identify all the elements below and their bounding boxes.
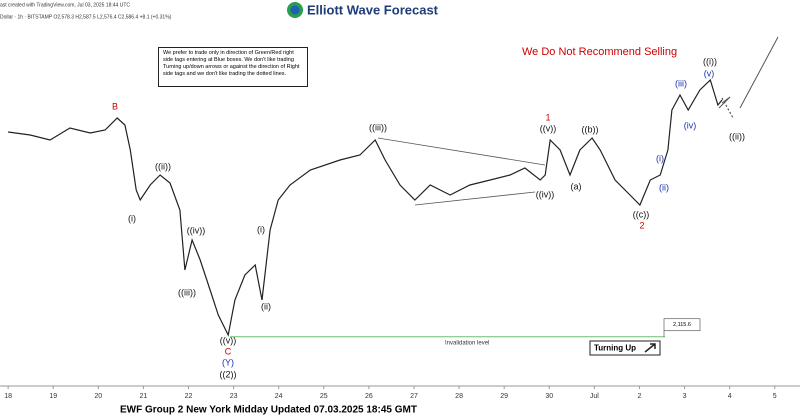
footer: EWF Group 2 New York Midday Updated 07.0… <box>120 405 417 416</box>
projection <box>718 96 731 109</box>
wave-label: ((iv)) <box>187 225 206 235</box>
x-tick-label: 29 <box>500 393 508 400</box>
wave-label: 2 <box>639 220 644 230</box>
wave-label: (i) <box>656 153 664 163</box>
logo-icon <box>290 5 300 15</box>
triangle-line <box>377 137 546 166</box>
x-tick-label: 28 <box>455 393 463 400</box>
x-tick-label: 25 <box>320 393 328 400</box>
wave-label: ((iii)) <box>178 287 196 297</box>
wave-label: ((v)) <box>540 123 557 133</box>
wave-label: (v) <box>704 68 715 78</box>
wave-label: (i) <box>257 224 265 234</box>
x-tick-label: 27 <box>410 393 418 400</box>
wave-label: (iv) <box>684 120 697 130</box>
header: ast created with TradingView.com, Jul 03… <box>0 2 130 8</box>
turning-up-arrow <box>644 343 656 353</box>
x-tick-label: 26 <box>365 393 373 400</box>
turning-up: Turning Up <box>594 344 636 353</box>
logo: Elliott Wave Forecast <box>307 2 439 17</box>
x-tick-label: 21 <box>140 393 148 400</box>
wave-label: ((c)) <box>633 209 650 219</box>
wave-label: B <box>112 101 118 111</box>
projection <box>721 97 734 119</box>
wave-label: ((v)) <box>220 335 237 345</box>
x-tick-label: 5 <box>773 393 777 400</box>
x-tick-label: 19 <box>49 393 57 400</box>
wave-label: ((b)) <box>582 124 599 134</box>
triangle-line <box>414 191 536 206</box>
wave-label: ((iv)) <box>536 189 555 199</box>
x-tick-label: Jul <box>590 393 599 400</box>
wave-label: 1 <box>545 112 550 122</box>
price-tag-box <box>663 318 701 332</box>
wave-label: (ii) <box>659 182 669 192</box>
symbol-line: Dollar · 1h · BITSTAMP O2,578.3 H2,587.5… <box>0 14 172 20</box>
invalidation-label: Invalidation level <box>445 341 489 347</box>
wave-label: (i) <box>128 213 136 223</box>
wave-label: ((iii)) <box>369 122 387 132</box>
price-line <box>8 78 723 337</box>
x-tick-label: 3 <box>683 393 687 400</box>
warning: We Do Not Recommend Selling <box>522 46 677 58</box>
wave-label: ((ii)) <box>729 131 745 141</box>
x-tick-label: 24 <box>275 393 283 400</box>
wave-label: (iii) <box>675 78 687 88</box>
x-tick-label: 2 <box>638 393 642 400</box>
wave-label: (Y) <box>222 357 234 367</box>
wave-label: C <box>225 346 232 356</box>
wave-label: (a) <box>571 181 582 191</box>
turning-up-box <box>589 340 661 356</box>
x-tick-label: 23 <box>230 393 238 400</box>
wave-label: (ii) <box>261 301 271 311</box>
note: We prefer to trade only in direction of … <box>158 47 308 87</box>
wave-label: ((i)) <box>703 56 717 66</box>
x-tick-label: 20 <box>94 393 102 400</box>
x-tick-label: 30 <box>545 393 553 400</box>
x-tick-label: 22 <box>185 393 193 400</box>
wave-label: ((ii)) <box>155 161 171 171</box>
x-tick-label: 18 <box>4 393 12 400</box>
projection <box>739 36 779 109</box>
price-tag-label: 2,115.6 <box>673 322 691 328</box>
wave-label: ((2)) <box>220 369 237 379</box>
x-tick-label: 4 <box>728 393 732 400</box>
